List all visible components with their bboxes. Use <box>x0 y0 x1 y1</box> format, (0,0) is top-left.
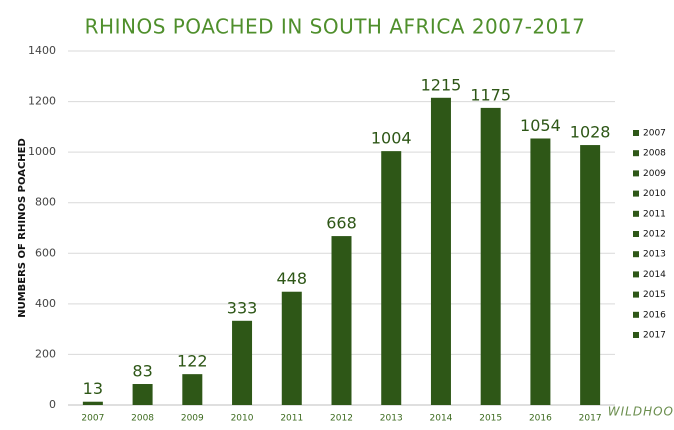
legend-swatch <box>633 190 639 197</box>
legend-swatch <box>633 311 639 318</box>
legend-swatch <box>633 170 639 177</box>
y-tick-label: 1200 <box>28 95 56 108</box>
x-tick-label: 2011 <box>280 414 303 424</box>
y-tick-label: 1400 <box>28 44 56 57</box>
bar <box>232 320 253 405</box>
legend-label: 2017 <box>643 331 666 341</box>
x-tick-label: 2017 <box>579 414 602 424</box>
legend-label: 2015 <box>643 290 666 300</box>
value-label: 668 <box>326 214 357 233</box>
bar <box>82 401 103 405</box>
y-tick-label: 1000 <box>28 145 56 158</box>
chart-title: RHINOS POACHED IN SOUTH AFRICA 2007-2017 <box>85 15 586 39</box>
value-label: 1215 <box>421 75 462 94</box>
legend-label: 2014 <box>643 270 666 280</box>
legend-swatch <box>633 231 639 237</box>
legend-label: 2007 <box>643 129 666 139</box>
bar <box>430 97 451 406</box>
value-label: 13 <box>83 379 103 398</box>
x-tick-label: 2010 <box>231 414 254 424</box>
bar <box>132 384 153 405</box>
y-tick-label: 600 <box>35 246 56 259</box>
bar <box>331 236 352 405</box>
x-tick-label: 2009 <box>181 414 204 424</box>
x-tick-label: 2007 <box>81 414 104 424</box>
legend-label: 2011 <box>643 209 666 219</box>
y-tick-label: 800 <box>35 196 56 209</box>
bar <box>530 138 551 405</box>
logo: WILDHOOD <box>608 405 674 419</box>
x-tick-label: 2014 <box>430 414 453 424</box>
legend-swatch <box>633 291 639 298</box>
y-axis-label: NUMBERS OF RHINOS POACHED <box>17 138 28 318</box>
value-label: 1004 <box>371 129 412 148</box>
x-tick-label: 2012 <box>330 414 353 424</box>
legend-swatch <box>633 210 639 217</box>
bar <box>182 374 203 405</box>
value-label: 333 <box>227 298 258 317</box>
bar <box>281 291 302 405</box>
y-tick-label: 200 <box>35 347 56 360</box>
y-tick-label: 0 <box>49 398 56 411</box>
legend-label: 2008 <box>643 149 666 159</box>
x-tick-label: 2013 <box>380 414 403 424</box>
bar <box>480 107 501 406</box>
value-label: 1054 <box>520 116 561 135</box>
y-tick-label: 400 <box>35 297 56 310</box>
value-label: 448 <box>276 269 307 288</box>
legend-label: 2013 <box>643 250 666 260</box>
value-label: 1175 <box>470 85 511 104</box>
legend-swatch <box>633 150 639 157</box>
x-tick-label: 2008 <box>131 414 154 424</box>
legend-swatch <box>633 130 639 136</box>
bar <box>580 145 601 405</box>
legend-label: 2016 <box>643 310 666 320</box>
value-label: 122 <box>177 352 208 371</box>
x-tick-label: 2015 <box>479 414 502 424</box>
legend-label: 2010 <box>643 189 666 199</box>
legend-swatch <box>633 332 639 338</box>
value-label: 1028 <box>570 123 611 142</box>
bar <box>381 151 402 405</box>
x-tick-label: 2016 <box>529 414 552 424</box>
value-label: 83 <box>132 362 152 381</box>
legend-swatch <box>633 271 639 278</box>
legend-label: 2012 <box>643 230 666 240</box>
legend-label: 2009 <box>643 169 666 179</box>
legend-swatch <box>633 251 639 258</box>
